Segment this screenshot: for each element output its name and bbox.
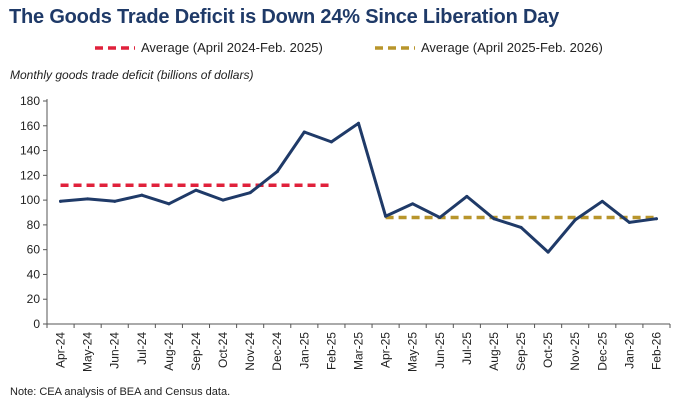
series-line-1 bbox=[59, 121, 658, 254]
x-tick-label: Nov-25 bbox=[568, 332, 582, 371]
data-point bbox=[113, 199, 117, 203]
x-tick-label: Apr-24 bbox=[54, 332, 68, 368]
data-point bbox=[86, 197, 90, 201]
data-point bbox=[140, 193, 144, 197]
data-point bbox=[194, 188, 198, 192]
x-tick-label: Jan-25 bbox=[297, 332, 311, 369]
data-point bbox=[573, 218, 577, 222]
y-tick-label: 0 bbox=[33, 317, 40, 331]
source-note: Note: CEA analysis of BEA and Census dat… bbox=[10, 386, 231, 398]
data-point bbox=[275, 170, 279, 174]
x-tick-label: Feb-26 bbox=[649, 332, 663, 370]
y-tick-label: 160 bbox=[20, 119, 40, 133]
x-tick-label: Sep-24 bbox=[189, 332, 203, 371]
series-group bbox=[59, 121, 658, 254]
y-tick-label: 20 bbox=[27, 292, 41, 306]
x-tick-label: Jan-26 bbox=[622, 332, 636, 369]
y-tick-label: 100 bbox=[20, 193, 40, 207]
data-point bbox=[167, 202, 171, 206]
x-tick-label: May-25 bbox=[406, 332, 420, 372]
data-point bbox=[302, 130, 306, 134]
y-axis-label: Monthly goods trade deficit (billions of… bbox=[10, 68, 253, 82]
x-tick-label: Sep-25 bbox=[514, 332, 528, 371]
data-point bbox=[59, 199, 63, 203]
x-tick-label: Apr-25 bbox=[379, 332, 393, 368]
data-point bbox=[627, 220, 631, 224]
legend: Average (April 2024-Feb. 2025) Average (A… bbox=[95, 40, 603, 55]
data-point bbox=[654, 217, 658, 221]
y-tick-label: 80 bbox=[27, 218, 41, 232]
x-tick-label: Feb-25 bbox=[324, 332, 338, 370]
x-tick-label: Dec-25 bbox=[595, 332, 609, 371]
x-tick-label: Dec-24 bbox=[270, 332, 284, 371]
x-tick-label: Oct-25 bbox=[541, 332, 555, 368]
data-point bbox=[492, 217, 496, 221]
y-tick-label: 120 bbox=[20, 168, 40, 182]
y-tick-label: 140 bbox=[20, 144, 40, 158]
x-tick-label: Jun-25 bbox=[433, 332, 447, 369]
chart-title: The Goods Trade Deficit is Down 24% Sinc… bbox=[9, 6, 560, 28]
x-tick-label: Oct-24 bbox=[216, 332, 230, 368]
data-point bbox=[600, 199, 604, 203]
x-tick-label: Aug-24 bbox=[162, 332, 176, 371]
data-point bbox=[384, 214, 388, 218]
data-point bbox=[546, 250, 550, 254]
data-point bbox=[411, 202, 415, 206]
data-point bbox=[221, 198, 225, 202]
x-tick-label: Mar-25 bbox=[352, 332, 366, 370]
data-point bbox=[465, 194, 469, 198]
x-tick-label: Aug-25 bbox=[487, 332, 501, 371]
data-point bbox=[519, 225, 523, 229]
data-point bbox=[357, 121, 360, 125]
y-tick-label: 180 bbox=[20, 94, 40, 108]
x-tick-label: Jun-24 bbox=[108, 332, 122, 369]
y-tick-label: 60 bbox=[27, 243, 41, 257]
x-tick-label: Jul-24 bbox=[135, 332, 149, 365]
y-tick-label: 40 bbox=[27, 267, 41, 281]
average-lines bbox=[60, 183, 657, 220]
x-tick-label: May-24 bbox=[81, 332, 95, 372]
y-axis: 0 20 40 60 80 100 120 140 160 180 bbox=[20, 94, 48, 331]
x-tick-label: Jul-25 bbox=[460, 332, 474, 365]
legend-label-2: Average (April 2025-Feb. 2026) bbox=[421, 40, 603, 55]
legend-label-1: Average (April 2024-Feb. 2025) bbox=[141, 40, 323, 55]
data-point bbox=[248, 191, 252, 195]
data-point bbox=[329, 140, 333, 144]
x-tick-label: Nov-24 bbox=[243, 332, 257, 371]
data-point bbox=[438, 215, 442, 219]
x-axis: Apr-24 May-24 Jun-24 Jul-24 Aug-24 Sep-24 Oct-… bbox=[46, 323, 671, 372]
